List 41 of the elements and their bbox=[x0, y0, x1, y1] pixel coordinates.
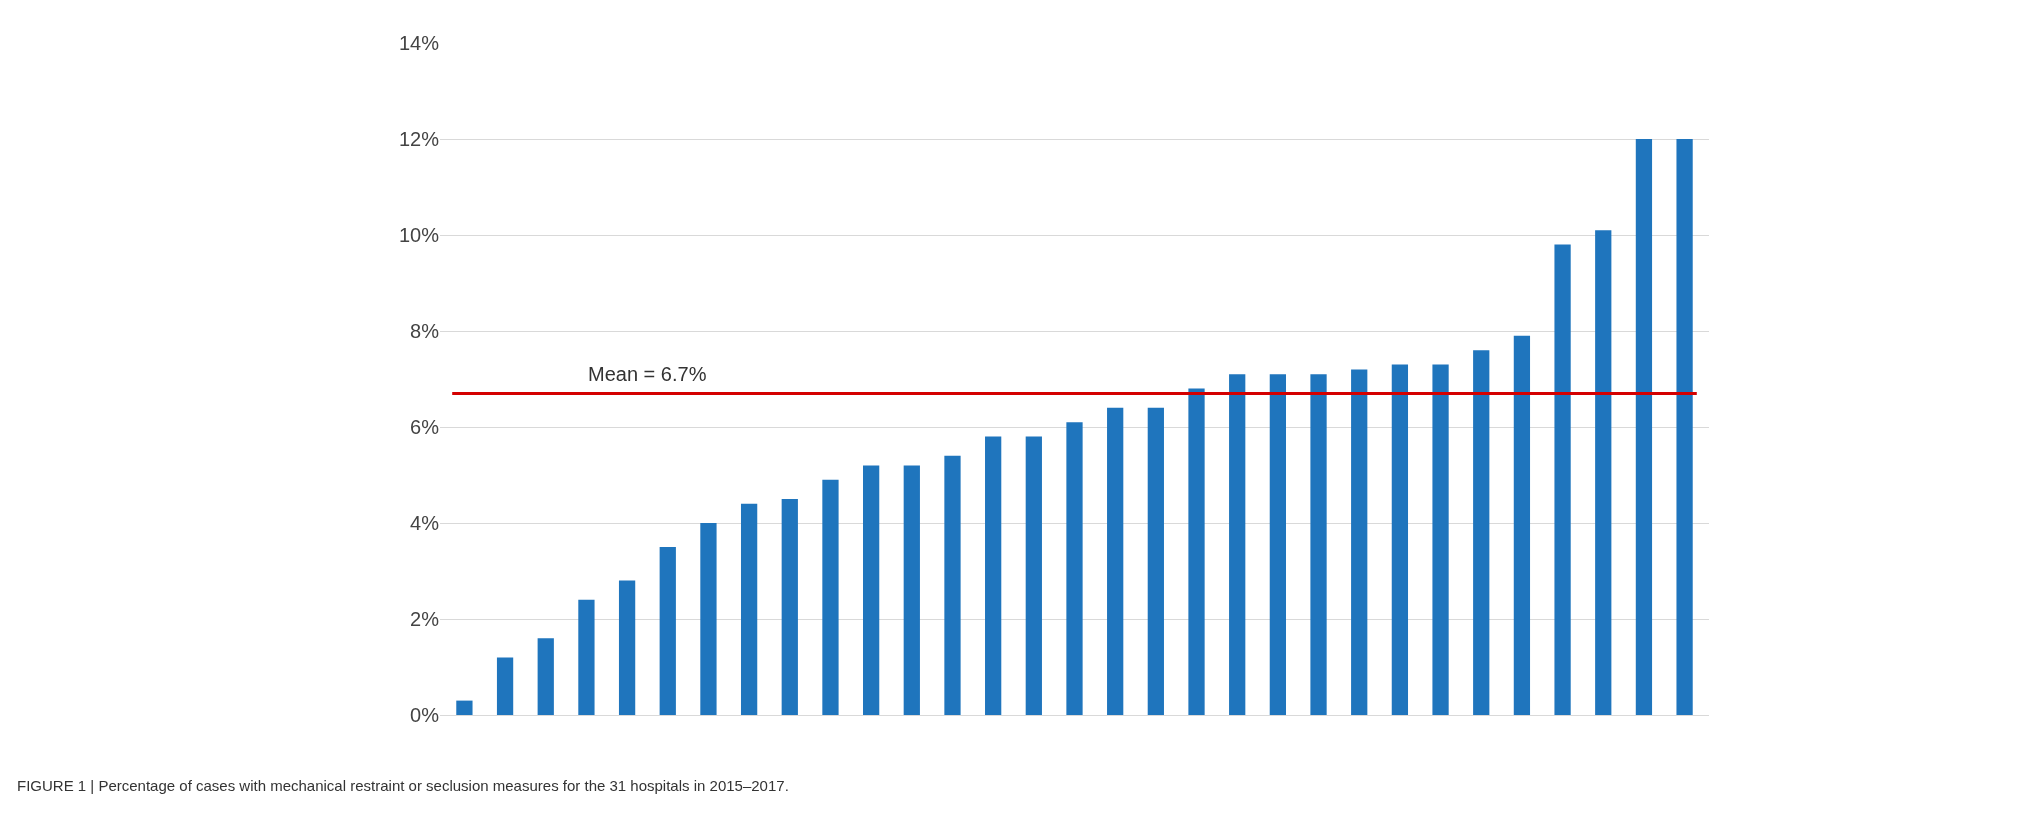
bar bbox=[1554, 244, 1571, 715]
bar bbox=[822, 479, 839, 715]
bar bbox=[863, 465, 880, 715]
bar bbox=[985, 436, 1002, 715]
bar bbox=[781, 499, 798, 715]
bar bbox=[1351, 369, 1368, 715]
bar bbox=[1432, 364, 1449, 715]
bar bbox=[1025, 436, 1042, 715]
bar bbox=[1391, 364, 1409, 715]
bar bbox=[1473, 350, 1490, 715]
bar bbox=[700, 523, 717, 715]
y-tick-label: 14% bbox=[398, 32, 440, 54]
bar bbox=[1066, 422, 1083, 715]
bar bbox=[1107, 407, 1124, 715]
y-tick-label: 10% bbox=[398, 224, 440, 246]
y-tick-label: 8% bbox=[410, 320, 440, 342]
ref-line-label: Mean = 6.7% bbox=[588, 363, 707, 385]
bar bbox=[740, 503, 758, 715]
bar bbox=[1676, 139, 1693, 715]
bar bbox=[1188, 388, 1205, 715]
bar bbox=[1635, 139, 1653, 715]
bar bbox=[618, 580, 636, 715]
bar bbox=[1147, 407, 1164, 715]
bar bbox=[1229, 374, 1246, 715]
y-tick-label: 4% bbox=[410, 512, 440, 534]
y-tick-label: 2% bbox=[410, 608, 440, 630]
bar bbox=[496, 657, 514, 715]
caption: FIGURE 1 | Percentage of cases with mechanical restraint or seclusion measures for the 31 hospitals in 2015–2017. bbox=[17, 777, 789, 794]
y-tick-label: 0% bbox=[410, 704, 440, 726]
bar bbox=[1269, 374, 1286, 715]
bar bbox=[1513, 335, 1531, 715]
bar bbox=[1595, 230, 1612, 715]
bar bbox=[903, 465, 920, 715]
bar bbox=[659, 547, 676, 715]
y-tick-label: 6% bbox=[410, 416, 440, 438]
bar bbox=[456, 700, 473, 715]
bar bbox=[537, 638, 554, 715]
y-tick-label: 12% bbox=[398, 128, 440, 150]
bar bbox=[944, 455, 961, 715]
bar bbox=[1310, 374, 1327, 715]
bar bbox=[578, 599, 595, 715]
